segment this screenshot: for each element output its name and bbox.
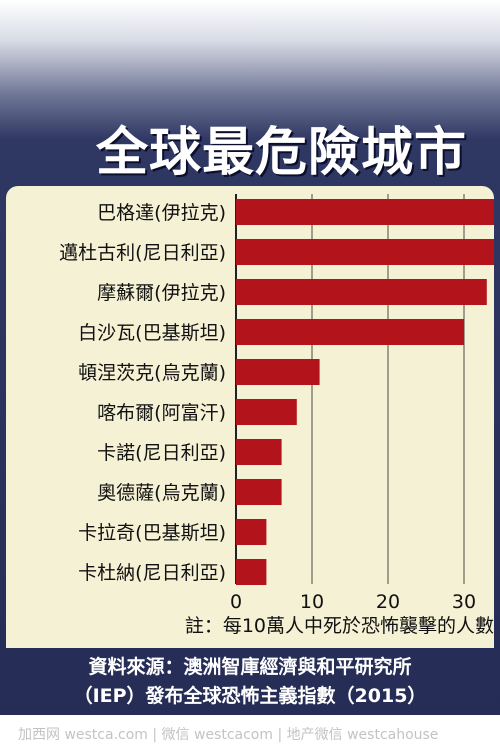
chart-panel: 巴格達(伊拉克) 邁杜古利(尼日利亞) 摩蘇爾(伊拉克) 白沙瓦(巴基斯坦) 頓涅茨克(… bbox=[6, 186, 494, 743]
bar-chart: 巴格達(伊拉克) 邁杜古利(尼日利亞) 摩蘇爾(伊拉克) 白沙瓦(巴基斯坦) 頓涅茨克(… bbox=[59, 194, 494, 637]
category-label: 巴格達(伊拉克) bbox=[97, 202, 226, 224]
index-text: （IEP）發布全球恐怖主義指數（2015） bbox=[73, 685, 427, 707]
category-label: 卡杜納(尼日利亞) bbox=[78, 562, 226, 584]
bar bbox=[236, 319, 464, 345]
category-label: 奧德薩(烏克蘭) bbox=[97, 482, 226, 504]
page-title: 全球最危險城市 bbox=[96, 123, 468, 183]
bar bbox=[236, 279, 487, 305]
category-label: 卡拉奇(巴基斯坦) bbox=[78, 522, 226, 544]
bar bbox=[236, 359, 320, 385]
footer: 資料來源：澳洲智庫經濟與和平研究所 （IEP）發布全球恐怖主義指數（2015） bbox=[0, 650, 500, 715]
x-tick-label: 30 bbox=[452, 591, 476, 613]
category-label: 喀布爾(阿富汗) bbox=[97, 402, 226, 424]
x-tick-label: 20 bbox=[376, 591, 400, 613]
category-label: 頓涅茨克(烏克蘭) bbox=[78, 362, 226, 384]
x-tick-label: 0 bbox=[230, 591, 242, 613]
bar bbox=[236, 439, 282, 465]
bars bbox=[236, 199, 494, 585]
watermark: 加西网 westca.com | 微信 westcacom | 地产微信 wes… bbox=[18, 727, 439, 743]
category-label: 卡諾(尼日利亞) bbox=[97, 442, 226, 464]
category-label: 摩蘇爾(伊拉克) bbox=[97, 282, 226, 304]
x-tick-label: 10 bbox=[300, 591, 324, 613]
bar bbox=[236, 239, 494, 265]
source-text: 資料來源：澳洲智庫經濟與和平研究所 bbox=[88, 656, 412, 678]
bar bbox=[236, 199, 494, 225]
bar bbox=[236, 479, 282, 505]
category-label: 邁杜古利(尼日利亞) bbox=[59, 242, 226, 264]
category-labels: 巴格達(伊拉克) 邁杜古利(尼日利亞) 摩蘇爾(伊拉克) 白沙瓦(巴基斯坦) 頓涅茨克(… bbox=[59, 202, 226, 584]
x-axis-note: 註：每10萬人中死於恐怖襲擊的人數 bbox=[185, 615, 494, 637]
bar bbox=[236, 559, 267, 585]
bar bbox=[236, 519, 267, 545]
bar bbox=[236, 399, 297, 425]
category-label: 白沙瓦(巴基斯坦) bbox=[78, 322, 226, 344]
x-tick-labels: 010203040 bbox=[230, 591, 476, 613]
